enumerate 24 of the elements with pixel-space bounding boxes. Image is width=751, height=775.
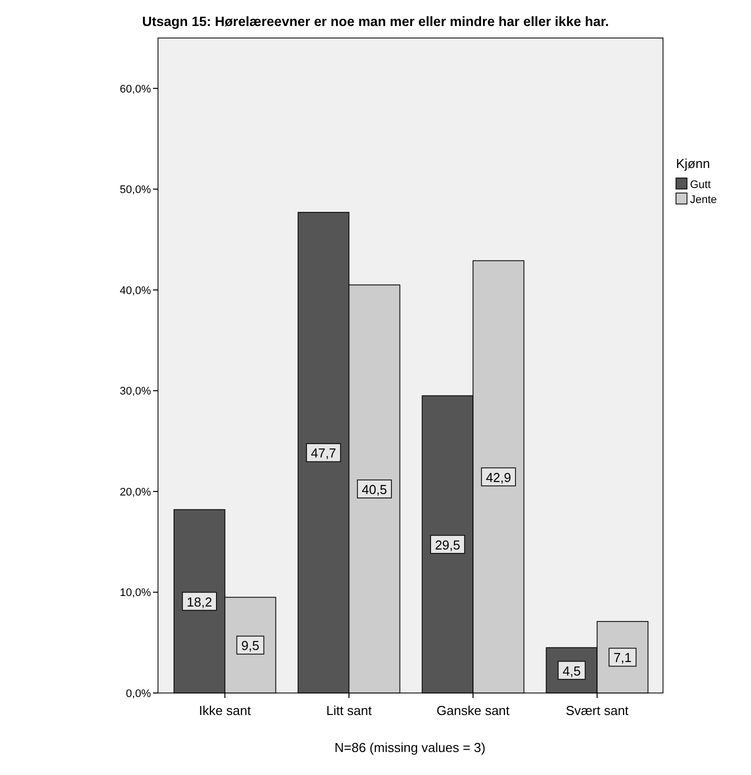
text: N=86 (missing values = 3) <box>334 740 486 755</box>
y-tick-label: 30,0% <box>120 386 152 398</box>
data-label: 40,5 <box>362 482 388 497</box>
legend-label: Jente <box>690 194 717 206</box>
data-label: 29,5 <box>434 537 460 552</box>
data-label: 7,1 <box>614 650 632 666</box>
data-label: 9,5 <box>241 638 260 654</box>
chart-title: Utsagn 15: Hørelæreevner er noe man mer eller mindre har eller ikke har. <box>142 14 609 29</box>
x-tick-label: Litt sant <box>326 703 372 718</box>
y-tick-label: 40,0% <box>120 284 152 297</box>
data-label: 4,5 <box>562 663 581 678</box>
legend-title: Kjønn <box>676 156 710 171</box>
x-tick-label: Svært sant <box>566 703 629 718</box>
y-tick-label: 60,0% <box>120 83 152 96</box>
y-tick-label: 0,0% <box>126 688 152 700</box>
x-tick-label: Ganske sant <box>436 703 510 718</box>
y-tick-label: 50,0% <box>120 184 152 196</box>
y-tick-label: 20,0% <box>120 486 152 498</box>
data-label: 47,7 <box>310 446 336 461</box>
data-label: 42,9 <box>486 470 512 485</box>
x-tick-label: Ikke sant <box>198 703 252 718</box>
data-label: 18,2 <box>186 594 212 610</box>
y-tick-label: 10,0% <box>120 587 152 600</box>
legend-label: Gutt <box>690 179 711 191</box>
